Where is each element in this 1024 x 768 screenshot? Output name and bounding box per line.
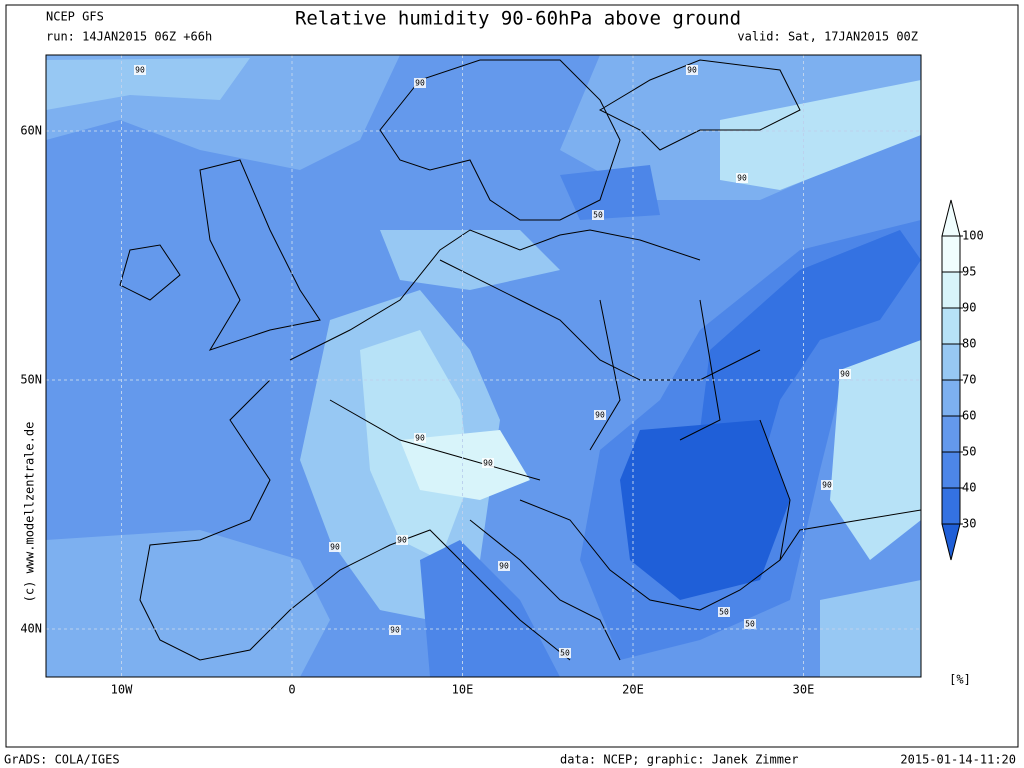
- lon-tick-label: 0: [288, 683, 295, 697]
- colorbar-label: 30: [962, 517, 976, 531]
- colorbar-box: [941, 271, 961, 309]
- unit-label: [%]: [949, 673, 971, 687]
- colorbar: 30 40 50 60 70 80 90 95 100: [941, 199, 984, 561]
- axis-labels: 10W 0 10E 20E 30E 40N 50N 60N: [20, 124, 814, 697]
- field-patch: [700, 230, 921, 470]
- colorbar-box: [941, 487, 961, 525]
- field-patch: [560, 165, 660, 220]
- contour-label: 90: [135, 66, 145, 75]
- contour-label: 50: [719, 608, 729, 617]
- contour-label-bg: [482, 458, 494, 468]
- coastline: [119, 59, 921, 661]
- field-patch: [400, 430, 530, 500]
- contour-label: 90: [499, 562, 509, 571]
- contour-label: 90: [415, 434, 425, 443]
- contour-label: 90: [840, 370, 850, 379]
- contour-label: 90: [822, 481, 832, 490]
- contour-label-bg: [414, 433, 426, 443]
- contour-label-bg: [736, 173, 748, 183]
- colorbar-box: [941, 343, 961, 381]
- contour-label: 90: [397, 536, 407, 545]
- contour-label: 50: [745, 620, 755, 629]
- contour-label: 90: [415, 79, 425, 88]
- valid-info: valid: Sat, 17JAN2015 00Z: [737, 30, 918, 44]
- contour-label-bg: [744, 619, 756, 629]
- colorbar-label: 40: [962, 481, 976, 495]
- footer-date: 2015-01-14-11:20: [900, 753, 1016, 767]
- colorbar-label: 90: [962, 301, 976, 315]
- contour-label: 50: [593, 211, 603, 220]
- field-patch: [46, 530, 330, 677]
- field-patch: [420, 540, 560, 677]
- contour-label-bg: [414, 78, 426, 88]
- contour-label-bg: [396, 535, 408, 545]
- colorbar-label: 95: [962, 265, 976, 279]
- contour-label-bg: [686, 65, 698, 75]
- contour-label: 90: [390, 626, 400, 635]
- colorbar-label: 80: [962, 337, 976, 351]
- lat-tick-label: 40N: [20, 622, 42, 636]
- contour-label: 90: [483, 459, 493, 468]
- footer-left: GrADS: COLA/IGES: [4, 753, 120, 767]
- contour-label: 90: [737, 174, 747, 183]
- colorbar-label: 100: [962, 229, 984, 243]
- colorbar-label: 60: [962, 409, 976, 423]
- watermark: (c) www.modellzentrale.de: [23, 422, 37, 603]
- lat-tick-label: 50N: [20, 373, 42, 387]
- model-name: NCEP GFS: [46, 10, 104, 24]
- contour-label: 90: [687, 66, 697, 75]
- contour-label-bg: [839, 369, 851, 379]
- contour-label-bg: [592, 210, 604, 220]
- title: Relative humidity 90-60hPa above ground: [295, 8, 741, 30]
- contour-label-bg: [389, 625, 401, 635]
- contour-label-bg: [498, 561, 510, 571]
- lon-tick-label: 30E: [793, 683, 815, 697]
- lon-tick-label: 10E: [452, 683, 474, 697]
- contour-label-bg: [134, 65, 146, 75]
- contour-label: 50: [560, 649, 570, 658]
- contour-labels: 90 90 90 50 90 90 90 90 90 90 90 90 90 90 50 50 50: [134, 65, 851, 658]
- border: [329, 259, 791, 561]
- contour-label-bg: [594, 410, 606, 420]
- contour-label: 90: [330, 543, 340, 552]
- contour-label-bg: [559, 648, 571, 658]
- field-patch: [46, 58, 250, 110]
- colorbar-arrow: [941, 199, 961, 237]
- map-border: [45, 54, 922, 678]
- field-patch: [620, 420, 790, 600]
- field-patch: [720, 80, 921, 190]
- colorbar-box: [941, 235, 961, 273]
- colorbar-box: [941, 451, 961, 489]
- contour-label: 90: [595, 411, 605, 420]
- contour-label-bg: [329, 542, 341, 552]
- lat-tick-label: 60N: [20, 124, 42, 138]
- colorbar-box: [941, 415, 961, 453]
- field-patch: [380, 230, 560, 290]
- graticule: [46, 55, 921, 677]
- colorbar-label: 50: [962, 445, 976, 459]
- colorbar-label: 70: [962, 373, 976, 387]
- contour-label-bg: [821, 480, 833, 490]
- contour-label-bg: [718, 607, 730, 617]
- map-field: 90 90 90 50 90 90 90 90 90 90 90 90 90 90 50 50 50: [46, 55, 921, 677]
- colorbar-box: [941, 307, 961, 345]
- colorbar-box: [941, 379, 961, 417]
- field-patch: [830, 340, 921, 560]
- footer-credit: data: NCEP; graphic: Janek Zimmer: [560, 753, 798, 767]
- lon-tick-label: 10W: [111, 683, 133, 697]
- lon-tick-label: 20E: [622, 683, 644, 697]
- run-info: run: 14JAN2015 06Z +66h: [46, 30, 212, 44]
